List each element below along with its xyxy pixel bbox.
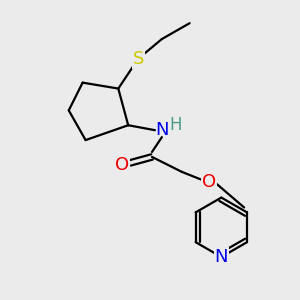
Text: O: O [202,173,217,191]
Text: H: H [169,116,182,134]
Text: S: S [132,50,144,68]
Text: N: N [214,248,228,266]
Text: O: O [115,156,129,174]
Text: N: N [155,121,169,139]
